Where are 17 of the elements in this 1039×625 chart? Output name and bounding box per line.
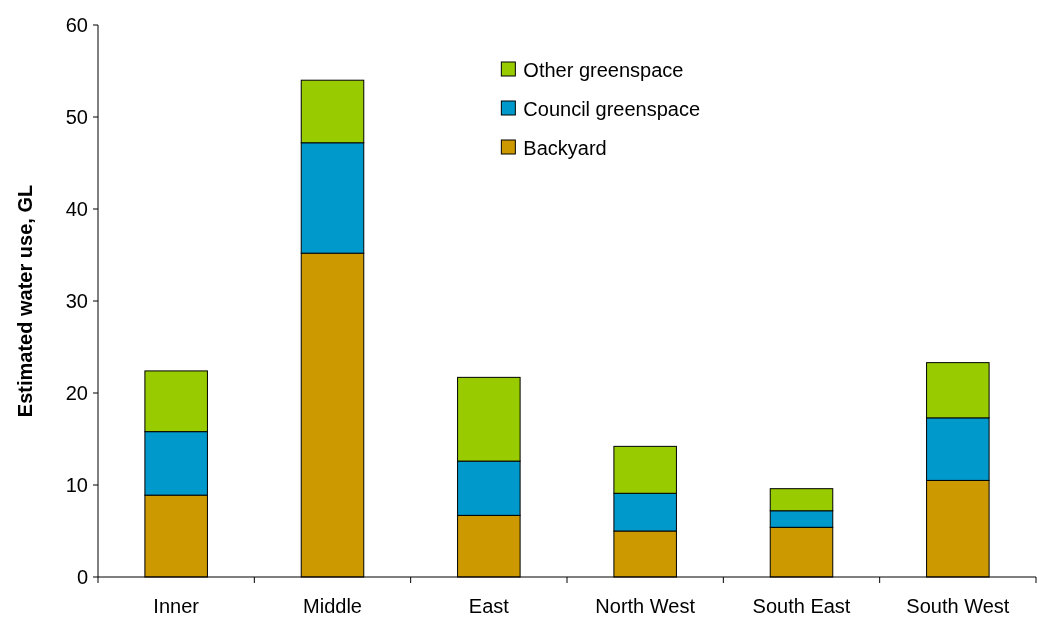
y-axis-title: Estimated water use, GL bbox=[14, 184, 36, 418]
y-tick-label: 40 bbox=[65, 198, 88, 220]
x-tick-label: North West bbox=[595, 595, 696, 617]
y-tick-label: 60 bbox=[65, 14, 88, 36]
y-tick-label: 30 bbox=[65, 290, 88, 312]
y-tick-label: 50 bbox=[65, 106, 88, 128]
x-tick-label: South West bbox=[906, 595, 1010, 617]
y-tick-label: 20 bbox=[65, 382, 88, 404]
x-tick-label: Inner bbox=[153, 595, 200, 617]
x-tick-label: South East bbox=[752, 595, 851, 617]
x-tick-label: East bbox=[468, 595, 510, 617]
legend-label: Council greenspace bbox=[523, 98, 701, 120]
y-tick-label: 10 bbox=[65, 474, 88, 496]
legend-label: Other greenspace bbox=[523, 59, 684, 81]
y-tick-label: 0 bbox=[76, 566, 88, 588]
x-tick-label: Middle bbox=[303, 595, 362, 617]
legend-label: Backyard bbox=[523, 137, 607, 159]
